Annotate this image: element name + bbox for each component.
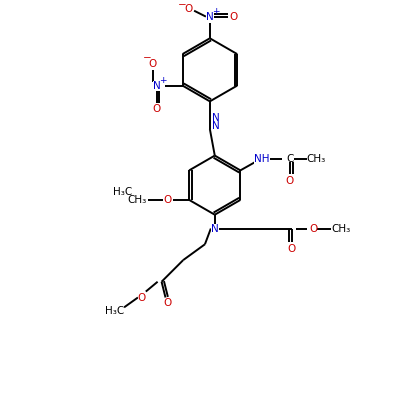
Text: O: O: [163, 195, 172, 205]
Text: CH₃: CH₃: [331, 224, 350, 234]
Text: N: N: [212, 113, 220, 123]
Text: +: +: [159, 76, 166, 85]
Text: O: O: [288, 244, 296, 254]
Text: O: O: [153, 104, 161, 114]
Text: O: O: [149, 59, 157, 69]
Text: C: C: [286, 154, 293, 164]
Text: NH: NH: [254, 154, 270, 164]
Text: −: −: [178, 0, 187, 10]
Text: O: O: [138, 292, 146, 302]
Text: O: O: [184, 4, 192, 14]
Text: CH₃: CH₃: [307, 154, 326, 164]
Text: N: N: [153, 81, 161, 91]
Text: −: −: [143, 53, 152, 63]
Text: O: O: [309, 224, 318, 234]
Text: H₃C: H₃C: [105, 306, 124, 316]
Text: +: +: [212, 7, 220, 16]
Text: N: N: [212, 121, 220, 131]
Text: O: O: [286, 176, 294, 186]
Text: N: N: [211, 224, 219, 234]
Text: H₃C: H₃C: [112, 187, 132, 197]
Text: O: O: [163, 298, 172, 308]
Text: N: N: [206, 12, 214, 22]
Text: CH₃: CH₃: [127, 195, 146, 205]
Text: O: O: [229, 12, 238, 22]
